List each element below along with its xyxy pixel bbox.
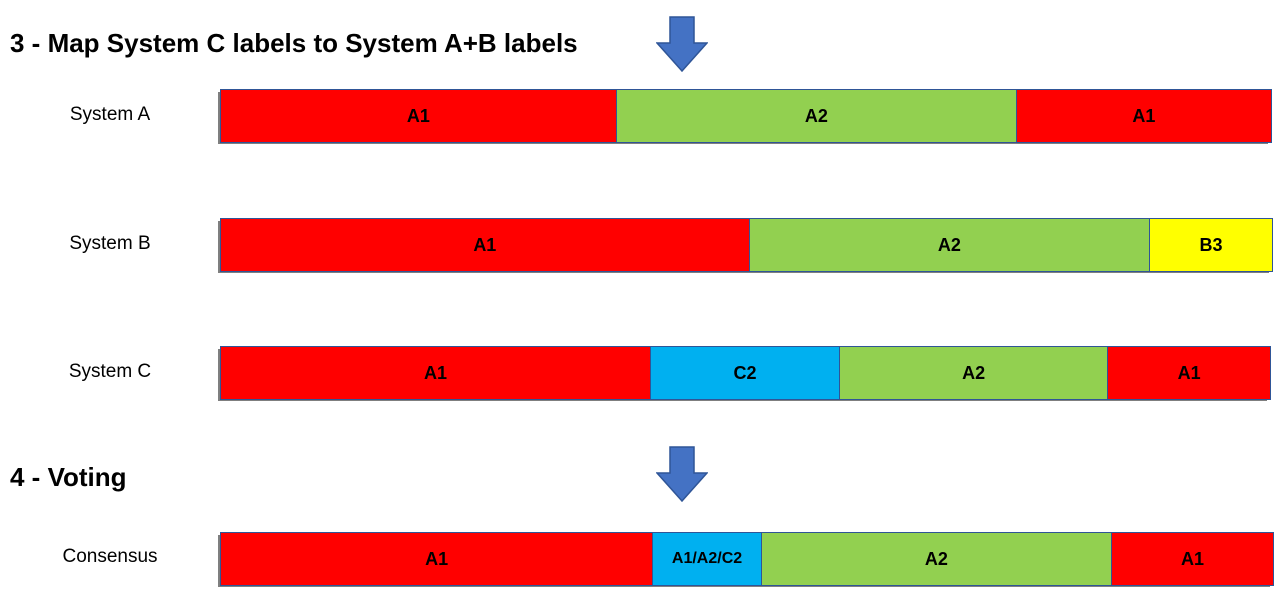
segment-a1: A1 [1112,533,1273,585]
segment-a1: A1 [221,533,654,585]
step-3-title: 3 - Map System C labels to System A+B la… [10,28,578,58]
system-a-label: System A [69,104,151,125]
system-b-label: System B [69,233,151,254]
system-b-bar: A1 A2 B3 [220,218,1273,272]
segment-a1: A1 [221,90,617,142]
segment-a1: A1 [1016,90,1271,142]
down-arrow-icon [656,16,708,72]
segment-c2: C2 [651,347,840,399]
segment-a2: A2 [749,219,1151,271]
system-a-bar: A1 A2 A1 [220,89,1272,143]
step-4-title: 4 - Voting [10,462,127,492]
segment-a1: A1 [1108,347,1270,399]
segment-b3: B3 [1150,219,1272,271]
segment-a2: A2 [839,347,1109,399]
system-c-bar: A1 C2 A2 A1 [220,346,1271,400]
system-c-label: System C [68,361,152,382]
segment-a1: A1 [221,219,750,271]
consensus-bar: A1 A1/A2/C2 A2 A1 [220,532,1274,586]
segment-a1: A1 [221,347,652,399]
segment-a2: A2 [616,90,1017,142]
segment-a2: A2 [761,533,1113,585]
segment-a1-a2-c2: A1/A2/C2 [653,533,762,585]
consensus-label: Consensus [62,546,158,567]
down-arrow-icon [656,446,708,502]
